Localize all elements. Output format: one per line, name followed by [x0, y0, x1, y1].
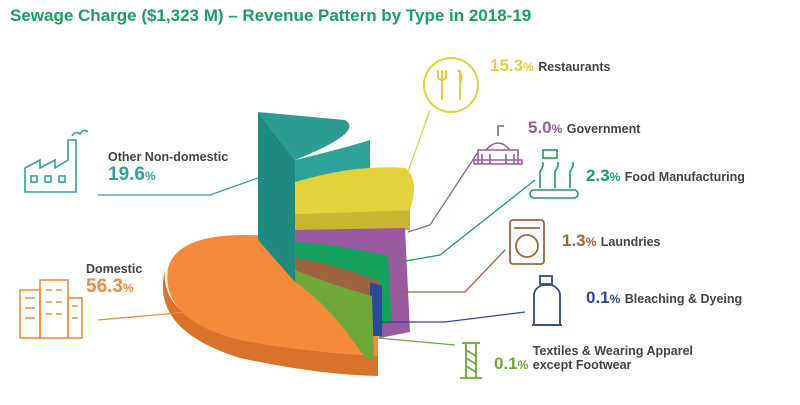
bottling-conveyor-icon	[529, 149, 579, 199]
label-value: 19.6%	[108, 164, 156, 185]
label-restaurants: 15.3% Restaurants	[490, 56, 610, 76]
label-name: Food Manufacturing	[624, 170, 745, 184]
label-value: 1.3%	[562, 231, 597, 250]
label-value: 0.1%	[494, 354, 529, 373]
label-textiles: 0.1% Textiles & Wearing Apparel except F…	[494, 344, 693, 374]
label-name-line-1: Textiles & Wearing Apparel	[532, 344, 693, 358]
pie-slice-restaurants	[295, 167, 414, 232]
label-name: Restaurants	[538, 60, 611, 74]
fork-and-knife-plate-icon	[423, 57, 479, 113]
label-name-line-2: except Footwear	[532, 358, 632, 372]
government-building-icon	[473, 125, 523, 165]
leader-line-government	[407, 151, 479, 233]
leader-line-laundries	[395, 249, 506, 293]
detergent-bottle-icon	[532, 275, 562, 326]
label-name: Laundries	[600, 235, 661, 249]
label-government: 5.0% Government	[528, 118, 640, 138]
label-food-manufacturing: 2.3% Food Manufacturing	[586, 166, 745, 186]
label-name: Bleaching & Dyeing	[624, 292, 743, 306]
leader-line-restaurants	[404, 109, 431, 181]
leader-line-other	[98, 177, 259, 196]
label-bleaching-dyeing: 0.1% Bleaching & Dyeing	[586, 288, 742, 308]
label-value: 5.0%	[528, 118, 563, 137]
pie-slice-bleaching-dyeing	[370, 282, 382, 336]
label-other-non-domestic: Other Non-domestic 19.6%	[108, 150, 228, 186]
label-domestic: Domestic 56.3%	[86, 262, 142, 298]
label-value: 2.3%	[586, 166, 621, 185]
label-name: Other Non-domestic	[108, 150, 229, 164]
washing-machine-icon	[509, 219, 545, 265]
label-value: 15.3%	[490, 56, 534, 75]
label-laundries: 1.3% Laundries	[562, 231, 661, 251]
apartment-building-icon	[19, 279, 83, 339]
pie-slice-textiles	[295, 270, 374, 360]
label-name: Government	[566, 122, 641, 136]
label-value: 56.3%	[86, 276, 134, 297]
chart-title: Sewage Charge ($1,323 M) – Revenue Patte…	[10, 6, 532, 25]
leader-line-bleaching	[382, 311, 526, 323]
leader-line-domestic	[97, 295, 236, 321]
leader-line-textiles	[377, 337, 456, 346]
label-value: 0.1%	[586, 288, 621, 307]
leader-line-food	[399, 179, 536, 263]
factory-icon	[24, 129, 89, 193]
label-name: Domestic	[86, 262, 143, 276]
thread-spool-icon	[460, 342, 482, 379]
